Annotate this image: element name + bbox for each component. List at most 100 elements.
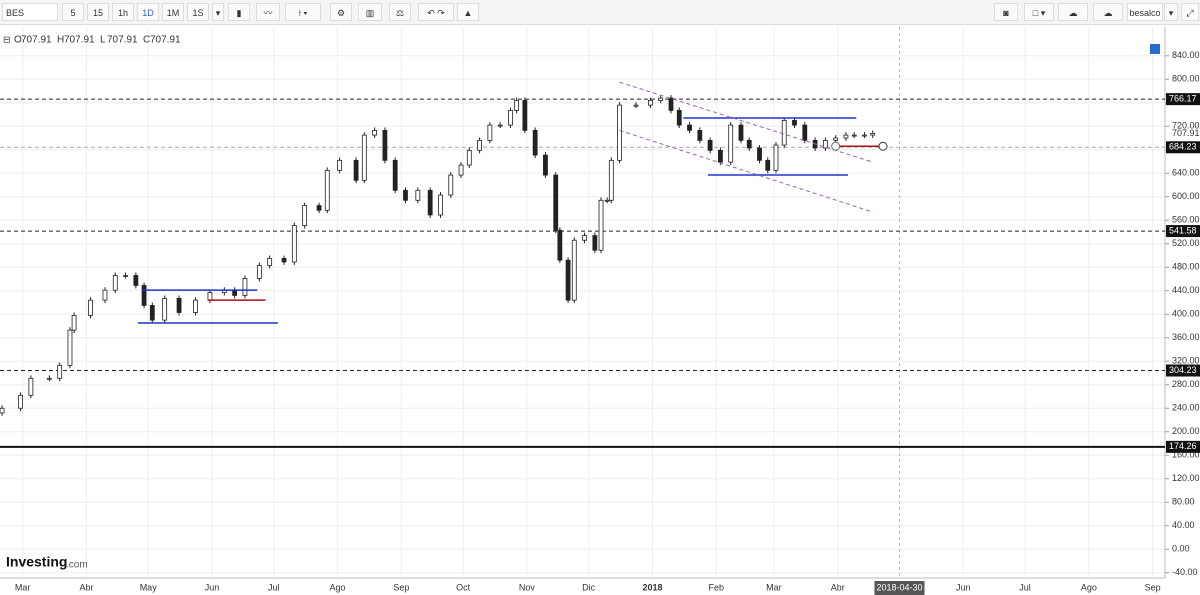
- candle-body: [427, 189, 433, 216]
- snapshot[interactable]: ◙: [994, 3, 1018, 21]
- interval-button[interactable]: 1D: [137, 3, 159, 21]
- candle-body: [514, 100, 520, 111]
- interval-button[interactable]: 1S: [187, 3, 209, 21]
- y-tick-label: 200.00: [1172, 426, 1200, 436]
- y-tick-label: 360.00: [1172, 332, 1200, 342]
- interval-button[interactable]: 1M: [162, 3, 184, 21]
- candle-body: [372, 129, 378, 136]
- candle-body: [571, 239, 577, 301]
- y-tick-label: 560.00: [1172, 215, 1200, 225]
- layout[interactable]: □ ▾: [1024, 3, 1054, 21]
- drawing-tools[interactable]: ⟊ ▾: [285, 3, 321, 21]
- x-tick-label: Sep: [1145, 582, 1161, 592]
- candle-body: [497, 124, 503, 127]
- candle-body: [316, 205, 322, 211]
- x-tick-label: Dic: [582, 582, 595, 592]
- fullscreen[interactable]: ⤢: [1181, 3, 1199, 21]
- level-label: 174.26: [1169, 441, 1197, 451]
- candle-body: [337, 159, 343, 171]
- candle-body: [781, 119, 787, 146]
- y-tick-label: 480.00: [1172, 262, 1200, 272]
- ohlc-value: 707.91: [150, 35, 181, 46]
- undo-redo[interactable]: ↶ ↷: [418, 3, 454, 21]
- trend-line: [619, 81, 873, 163]
- y-tick-label: 280.00: [1172, 379, 1200, 389]
- studies[interactable]: ▥: [358, 3, 382, 21]
- compare[interactable]: ⚖: [389, 3, 411, 21]
- candle-body: [28, 377, 34, 396]
- candle-body: [802, 124, 808, 141]
- y-tick-label: 800.00: [1172, 74, 1200, 84]
- ohlc-label: H: [57, 35, 64, 46]
- candle-body: [822, 139, 828, 149]
- x-tick-label: Mar: [15, 582, 31, 592]
- x-tick-label: Abr: [79, 582, 93, 592]
- candle-body: [522, 100, 528, 131]
- candle-body: [718, 149, 723, 163]
- candle-type[interactable]: ▮: [228, 3, 250, 21]
- candle-body: [553, 174, 559, 231]
- candle-body: [302, 205, 308, 226]
- y-tick-label: 0.00: [1172, 544, 1190, 554]
- level-label: 541.58: [1169, 225, 1197, 235]
- y-tick-label: 640.00: [1172, 168, 1200, 178]
- candle-body: [162, 297, 168, 321]
- logo-suffix: .com: [66, 560, 88, 571]
- user-dropdown[interactable]: ▾: [1164, 3, 1178, 21]
- candle-body: [415, 189, 421, 201]
- alert[interactable]: ▲: [457, 3, 479, 21]
- interval-button[interactable]: 15: [87, 3, 109, 21]
- candle-body: [67, 329, 73, 366]
- candle-body: [112, 275, 118, 291]
- drawing-handle: [878, 141, 888, 151]
- y-tick-label: 440.00: [1172, 285, 1200, 295]
- x-tick-label: Jun: [205, 582, 220, 592]
- candle-body: [604, 199, 610, 202]
- indicator-button[interactable]: 〰: [256, 3, 280, 21]
- candle-body: [46, 377, 52, 380]
- candle-body: [687, 124, 692, 131]
- candle-body: [242, 278, 248, 296]
- interval-dropdown[interactable]: ▾: [212, 3, 224, 21]
- x-tick-label: Feb: [709, 582, 725, 592]
- load-cloud[interactable]: ☁: [1058, 3, 1088, 21]
- candle-body: [565, 259, 571, 301]
- level-label: 304.23: [1169, 365, 1197, 375]
- ohlc-value: 707.91: [64, 35, 95, 46]
- save-cloud[interactable]: ☁: [1093, 3, 1123, 21]
- candle-body: [862, 134, 867, 137]
- interval-button[interactable]: 1h: [112, 3, 134, 21]
- ohlc-value: 707.91: [107, 35, 138, 46]
- ohlc-label: C: [143, 35, 150, 46]
- x-tick-label: Jul: [1019, 582, 1031, 592]
- candle-body: [833, 137, 839, 141]
- y-tick-label: 40.00: [1172, 520, 1195, 530]
- candle-body: [382, 129, 388, 161]
- drawing-handle: [831, 141, 841, 151]
- candle-body: [466, 149, 472, 166]
- plot-area: [0, 27, 1165, 578]
- user-menu[interactable]: besalco: [1127, 3, 1163, 21]
- candle-body: [851, 134, 857, 137]
- candle-body: [728, 124, 734, 163]
- y-tick-label: 160.00: [1172, 450, 1200, 460]
- symbol-input[interactable]: BES: [2, 3, 58, 21]
- candle-body: [267, 258, 273, 266]
- candle-body: [773, 144, 779, 171]
- candle-body: [57, 364, 63, 379]
- settings[interactable]: ⚙: [330, 3, 352, 21]
- candle-body: [361, 134, 367, 181]
- y-tick-label: 240.00: [1172, 403, 1200, 413]
- info-box: [1150, 44, 1160, 54]
- candle-body: [668, 97, 674, 111]
- x-tick-label: Mar: [766, 582, 782, 592]
- candle-body: [149, 305, 155, 321]
- interval-button[interactable]: 5: [62, 3, 84, 21]
- x-tick-label: Sep: [393, 582, 409, 592]
- candle-body: [256, 265, 262, 279]
- candle-body: [324, 169, 330, 211]
- candle-body: [676, 110, 682, 126]
- crosshair-label-bg: [874, 581, 925, 595]
- y-tick-label: 320.00: [1172, 356, 1200, 366]
- x-tick-label: Oct: [456, 582, 471, 592]
